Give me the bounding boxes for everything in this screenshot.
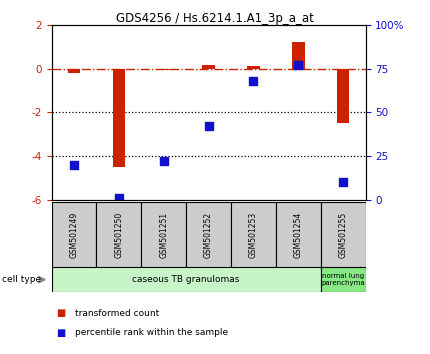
Bar <box>157 69 170 70</box>
Bar <box>96 202 141 267</box>
Text: GDS4256 / Hs.6214.1.A1_3p_a_at: GDS4256 / Hs.6214.1.A1_3p_a_at <box>116 12 314 25</box>
Bar <box>321 267 365 292</box>
Bar <box>231 202 276 267</box>
Bar <box>247 67 260 69</box>
Text: GSM501249: GSM501249 <box>70 211 79 258</box>
Text: GSM501252: GSM501252 <box>204 211 213 258</box>
Bar <box>186 202 231 267</box>
Text: ■: ■ <box>56 308 65 318</box>
Point <box>340 180 347 185</box>
Bar <box>321 202 365 267</box>
Text: GSM501255: GSM501255 <box>338 211 347 258</box>
Bar <box>276 202 321 267</box>
Bar <box>52 267 321 292</box>
Bar <box>292 42 304 69</box>
Text: GSM501251: GSM501251 <box>159 211 168 258</box>
Text: caseous TB granulomas: caseous TB granulomas <box>132 275 240 284</box>
Text: GSM501254: GSM501254 <box>294 211 303 258</box>
Bar <box>68 69 80 73</box>
Point <box>71 162 77 168</box>
Text: normal lung
parenchyma: normal lung parenchyma <box>321 273 365 286</box>
Bar <box>337 69 349 123</box>
Point <box>205 124 212 129</box>
Text: cell type: cell type <box>2 275 41 284</box>
Bar <box>202 65 215 69</box>
Point <box>250 78 257 84</box>
Bar <box>113 69 125 167</box>
Point <box>115 195 122 201</box>
Text: GSM501250: GSM501250 <box>114 211 123 258</box>
Text: GSM501253: GSM501253 <box>249 211 258 258</box>
Text: percentile rank within the sample: percentile rank within the sample <box>75 328 228 337</box>
Point <box>295 62 302 68</box>
Text: ■: ■ <box>56 328 65 338</box>
Point <box>160 159 167 164</box>
Text: transformed count: transformed count <box>75 309 160 318</box>
Bar <box>141 202 186 267</box>
Bar <box>52 202 96 267</box>
